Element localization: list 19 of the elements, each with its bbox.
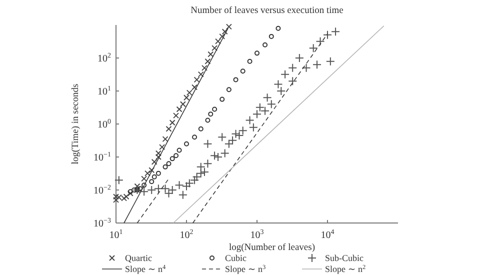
legend-label: Slope ∼ n$^{4}$ [125,264,167,274]
legend-label: Slope ∼ n$^{2}$ [325,264,366,274]
legend-label: Cubic [225,253,247,263]
legend-label: Quartic [125,253,152,263]
y-tick-label: 10$^{−1}$ [94,150,112,164]
legend-label: Sub-Cubic [325,253,364,263]
x-axis-title: log(Number of leaves) [229,243,315,253]
y-tick-label: 10$^{−2}$ [94,184,112,196]
y-tick-label: 10$^{0}$ [98,118,112,130]
chart-title: Number of leaves versus execution time [190,6,344,16]
y-tick-label: 10$^{1}$ [98,84,112,98]
x-tick-label: 10$^{4}$ [320,228,335,241]
x-tick-label: 10$^{2}$ [180,228,194,241]
x-tick-label: 10$^{3}$ [250,228,264,241]
y-axis-title: log(Time) in seconds [71,84,81,164]
y-tick-label: 10$^{−3}$ [94,216,112,230]
legend-label: Slope ∼ n$^{3}$ [225,264,266,274]
y-tick-label: 10$^{2}$ [98,52,112,64]
x-tick-label: 10$^{1}$ [109,228,124,241]
